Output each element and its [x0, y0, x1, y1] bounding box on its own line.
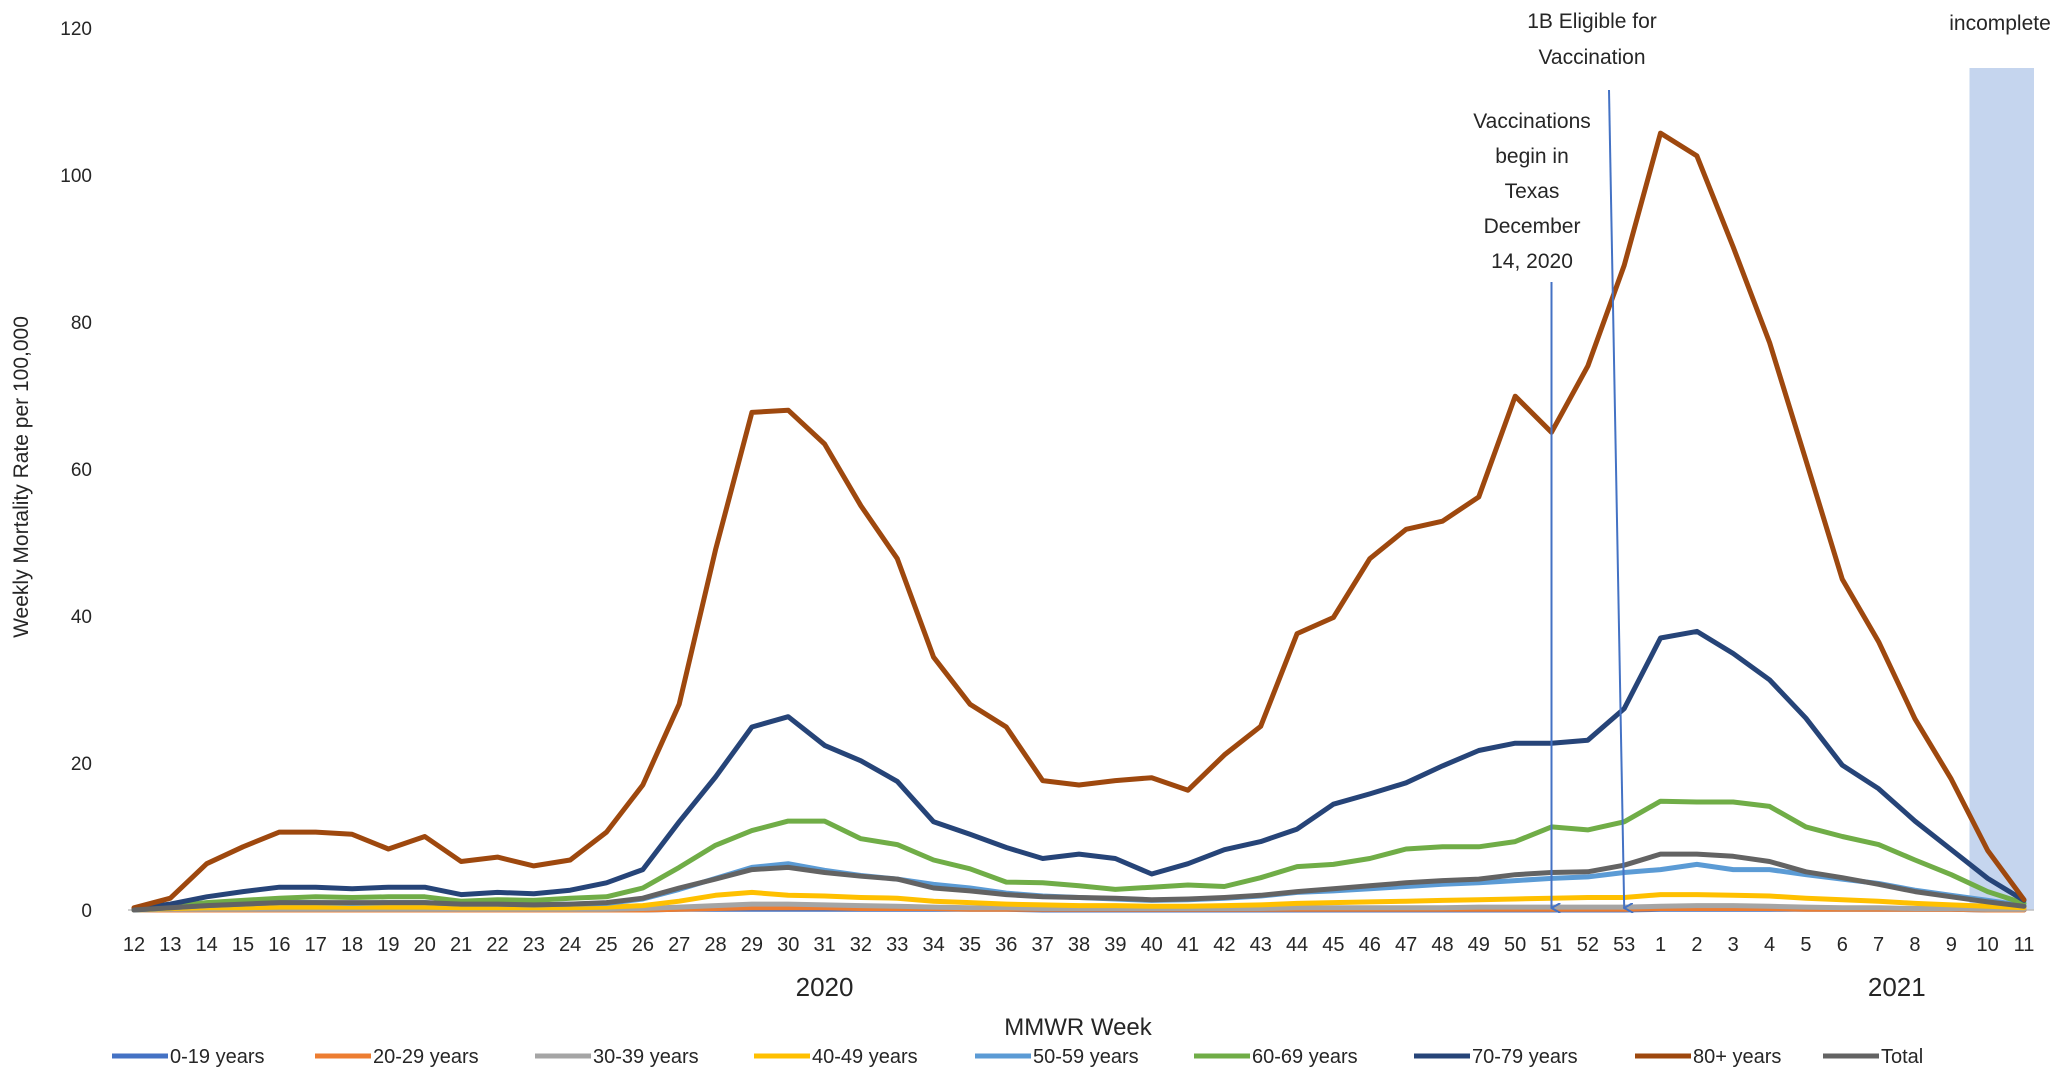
annotation-text: 1B Eligible for: [1527, 10, 1657, 33]
series-line: [131, 889, 2027, 913]
y-tick-label: 60: [71, 460, 92, 481]
x-tick-label: 2: [1691, 934, 1702, 956]
annotation-text: begin in: [1495, 145, 1569, 168]
x-tick-label: 47: [1395, 934, 1417, 956]
x-tick-label: 53: [1613, 934, 1635, 956]
x-tick-label: 5: [1800, 934, 1811, 956]
incomplete-data-shading: [1969, 68, 2034, 910]
x-tick-label: 23: [523, 934, 545, 956]
x-tick-label: 27: [668, 934, 690, 956]
x-tick-label: 17: [305, 934, 327, 956]
legend-label: 20-29 years: [373, 1046, 479, 1068]
legend-label: 40-49 years: [812, 1046, 918, 1068]
x-tick-label: 22: [486, 934, 508, 956]
legend-label: 60-69 years: [1252, 1046, 1358, 1068]
x-tick-label: 20: [414, 934, 436, 956]
x-tick-label: 19: [377, 934, 399, 956]
y-tick-label: 120: [60, 19, 92, 40]
x-tick-label: 9: [1946, 934, 1957, 956]
y-axis-title: Weekly Mortality Rate per 100,000: [10, 316, 33, 638]
x-tick-label: 48: [1431, 934, 1453, 956]
x-tick-label: 1: [1655, 934, 1666, 956]
legend-label: 50-59 years: [1033, 1046, 1139, 1068]
legend-label: 80+ years: [1693, 1046, 1781, 1068]
y-tick-label: 100: [60, 166, 92, 187]
x-tick-label: 31: [813, 934, 835, 956]
x-tick-label: 42: [1213, 934, 1235, 956]
x-tick-label: 41: [1177, 934, 1199, 956]
x-tick-label: 36: [995, 934, 1017, 956]
x-tick-label: 52: [1577, 934, 1599, 956]
x-tick-label: 46: [1359, 934, 1381, 956]
x-tick-label: 29: [741, 934, 763, 956]
x-tick-label: 32: [850, 934, 872, 956]
x-tick-label: 51: [1540, 934, 1562, 956]
x-tick-label: 7: [1873, 934, 1884, 956]
x-tick-label: 24: [559, 934, 581, 956]
x-tick-label: 3: [1728, 934, 1739, 956]
x-tick-label: 6: [1837, 934, 1848, 956]
year-label: 2021: [1868, 972, 1926, 1002]
x-tick-label: 11: [2014, 934, 2035, 956]
annotation-text: Vaccinations: [1473, 110, 1591, 133]
x-tick-label: 10: [1977, 934, 1999, 956]
x-tick-label: 44: [1286, 934, 1308, 956]
legend-label: 70-79 years: [1472, 1046, 1578, 1068]
x-tick-label: 37: [1032, 934, 1054, 956]
x-tick-label: 40: [1141, 934, 1163, 956]
x-tick-label: 4: [1764, 934, 1775, 956]
y-tick-label: 80: [71, 313, 92, 334]
x-tick-label: 8: [1909, 934, 1920, 956]
annotation-text: December: [1484, 215, 1581, 238]
x-tick-label: 43: [1250, 934, 1272, 956]
legend-label: 30-39 years: [593, 1046, 699, 1068]
x-axis-title: MMWR Week: [1004, 1014, 1153, 1041]
legend-label: Total: [1881, 1046, 1923, 1068]
y-tick-label: 40: [71, 607, 92, 628]
x-tick-label: 16: [268, 934, 290, 956]
annotation-text: incomplete: [1949, 12, 2051, 35]
year-label: 2020: [796, 972, 854, 1002]
x-tick-label: 38: [1068, 934, 1090, 956]
x-tick-label: 34: [922, 934, 944, 956]
annotation-text: 14, 2020: [1491, 250, 1573, 273]
x-tick-label: 14: [196, 934, 218, 956]
y-tick-label: 0: [81, 901, 92, 922]
x-tick-label: 13: [159, 934, 181, 956]
x-tick-label: 49: [1468, 934, 1490, 956]
series-line: [131, 130, 2027, 911]
x-tick-label: 35: [959, 934, 981, 956]
x-tick-label: 18: [341, 934, 363, 956]
x-tick-label: 21: [450, 934, 472, 956]
annotation-text: Texas: [1505, 180, 1560, 203]
series-line: [131, 798, 2027, 912]
y-tick-label: 20: [71, 754, 92, 775]
x-tick-label: 15: [232, 934, 254, 956]
x-tick-label: 12: [123, 934, 145, 956]
x-tick-label: 30: [777, 934, 799, 956]
x-tick-label: 39: [1104, 934, 1126, 956]
legend-label: 0-19 years: [170, 1046, 265, 1068]
series-line: [131, 851, 2027, 913]
x-tick-label: 50: [1504, 934, 1526, 956]
annotation-arrow: [1608, 89, 1624, 908]
annotation-text: Vaccination: [1538, 46, 1645, 69]
x-tick-label: 25: [595, 934, 617, 956]
x-tick-label: 28: [704, 934, 726, 956]
x-tick-label: 26: [632, 934, 654, 956]
x-tick-label: 33: [886, 934, 908, 956]
x-tick-label: 45: [1322, 934, 1344, 956]
series-line: [131, 628, 2027, 911]
